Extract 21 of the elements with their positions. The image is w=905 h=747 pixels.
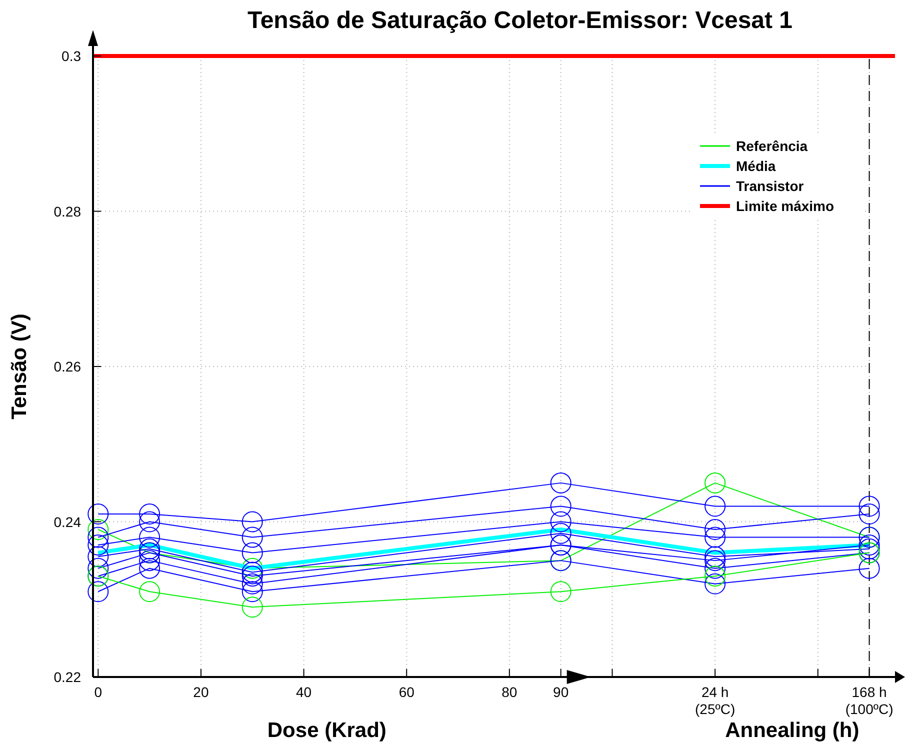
y-axis-title: Tensão (V): [8, 314, 31, 420]
legend-label: Média: [736, 158, 776, 174]
x-tick-label: 80: [502, 684, 518, 700]
x-tick-label: 168 h (100ºC): [845, 684, 894, 717]
text: Annealing (h): [725, 719, 860, 742]
y-tick-label: 0.24: [54, 514, 82, 530]
y-tick-label: 0.3: [62, 48, 82, 64]
legend-label: Referência: [736, 138, 808, 154]
x-tick-label: 20: [193, 684, 209, 700]
x-tick-label: 60: [398, 684, 415, 700]
y-tick-label: 0.26: [54, 358, 82, 374]
x-tick-label: 90: [553, 684, 569, 700]
y-tick-label: 0.22: [54, 669, 82, 685]
x-axis-title: Dose (Krad): [267, 719, 386, 742]
x-tick-label: 40: [296, 684, 312, 700]
legend-label: Limite máximo: [736, 198, 834, 214]
chart-title: Tensão de Saturação Coletor-Emissor: Vcesat 1: [247, 7, 793, 34]
y-tick-label: 0.28: [54, 203, 82, 220]
x-tick-label: 24 h (25ºC): [695, 684, 736, 717]
x-tick-label: 0: [94, 684, 102, 700]
legend-label: Transistor: [736, 178, 804, 194]
